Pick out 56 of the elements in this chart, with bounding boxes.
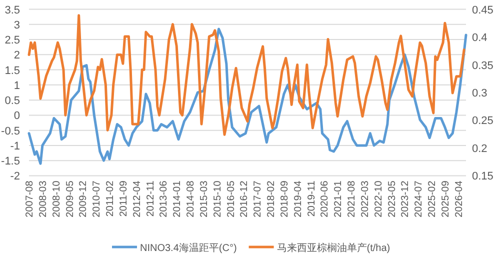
x-tick-label: 2015-10	[212, 180, 224, 218]
x-tick-label: 2008-03	[38, 180, 49, 218]
x-tick-label: 2014-01	[172, 180, 184, 218]
x-tick-label: 2011-09	[118, 180, 130, 217]
y-tick-label: -0.5	[1, 125, 20, 138]
y2-tick-label: 0.2	[472, 142, 488, 155]
x-tick-label: 2017-07	[252, 180, 264, 218]
x-tick-label: 2018-09	[279, 180, 290, 218]
x-tick-label: 2015-03	[198, 180, 210, 218]
x-tick-label: 2013-06	[158, 180, 170, 218]
x-tick-label: 2008-10	[51, 180, 62, 218]
y-tick-label: 0.5	[4, 95, 20, 108]
x-tick-label: 2018-02	[266, 180, 277, 218]
line-series	[28, 14, 466, 136]
x-tick-label: 2016-12	[239, 180, 250, 218]
line-series	[28, 28, 468, 165]
y2-tick-label: 0.4	[472, 32, 488, 44]
x-tick-label: 2016-05	[226, 180, 237, 218]
x-tick-label: 2019-04	[292, 180, 304, 218]
x-tick-label: 2019-11	[306, 180, 318, 217]
x-tick-label: 2026-04	[454, 180, 465, 218]
y-tick-label: -1	[10, 140, 20, 152]
x-tick-label: 2010-07	[92, 180, 103, 218]
x-tick-label: 2020-06	[320, 180, 331, 218]
x-tick-label: 2025-02	[427, 180, 438, 218]
x-tick-label: 2014-08	[186, 180, 196, 218]
x-tick-label: 2007-08	[24, 180, 36, 218]
legend-label: 马来西亚棕榈油单产(t/ha)	[276, 242, 390, 254]
x-tick-label: 2023-05	[386, 180, 398, 218]
x-tick-label: 2009-12	[78, 180, 90, 218]
y2-tick-label: 0.45	[472, 4, 494, 16]
x-tick-label: 2012-04	[132, 180, 143, 218]
x-tick-label: 2022-10	[373, 180, 384, 218]
x-tick-label: 2023-12	[400, 180, 412, 218]
y2-tick-label: 0.15	[472, 170, 494, 183]
y-tick-label: 3.5	[4, 4, 20, 16]
y-tick-label: 2	[14, 50, 20, 62]
x-tick-label: 2024-07	[414, 180, 425, 218]
x-tick-label: 2012-11	[145, 180, 156, 217]
y-tick-label: 1	[14, 80, 20, 92]
x-tick-label: 2011-02	[105, 180, 116, 217]
y-tick-label: 3	[14, 19, 20, 32]
y-tick-label: -2	[10, 170, 20, 183]
x-tick-label: 2025-09	[440, 180, 452, 218]
y2-tick-label: 0.3	[472, 88, 488, 100]
legend-label: NINO3.4海温距平(C°)	[140, 242, 237, 254]
y-tick-label: -1.5	[1, 156, 20, 168]
x-tick-label: 2021-01	[333, 180, 344, 218]
x-tick-label: 2021-08	[346, 180, 358, 218]
x-tick-label: 2009-05	[64, 180, 76, 218]
y-tick-label: 1.5	[4, 64, 20, 77]
x-tick-label: 2022-03	[360, 180, 371, 218]
y-tick-label: 0	[14, 110, 20, 122]
y-tick-label: 2.5	[4, 34, 20, 47]
y2-tick-label: 0.25	[472, 115, 494, 128]
y2-tick-label: 0.35	[472, 60, 494, 72]
